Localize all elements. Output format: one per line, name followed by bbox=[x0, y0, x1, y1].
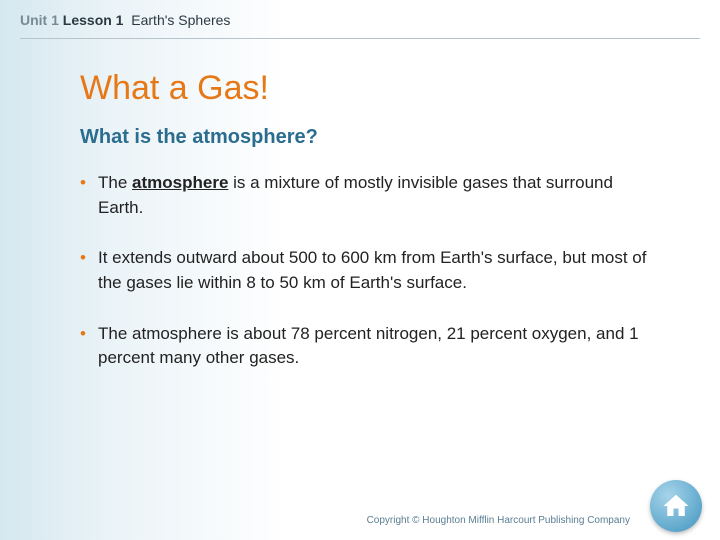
slide-content: What a Gas! What is the atmosphere? The … bbox=[0, 39, 720, 371]
page-title: What a Gas! bbox=[80, 69, 660, 108]
bullet-text-pre: The bbox=[98, 173, 132, 192]
lesson-label: Lesson 1 bbox=[63, 12, 124, 28]
bullet-keyword: atmosphere bbox=[132, 173, 228, 192]
home-icon bbox=[661, 491, 691, 521]
page-subtitle: What is the atmosphere? bbox=[80, 126, 660, 149]
unit-label: Unit 1 bbox=[20, 12, 59, 28]
bullet-text-pre: It extends outward about 500 to 600 km f… bbox=[98, 248, 646, 292]
bullet-list: The atmosphere is a mixture of mostly in… bbox=[80, 171, 660, 371]
copyright-footer: Copyright © Houghton Mifflin Harcourt Pu… bbox=[367, 515, 630, 526]
slide-header: Unit 1 Lesson 1 Earth's Spheres bbox=[0, 0, 720, 38]
list-item: The atmosphere is about 78 percent nitro… bbox=[80, 322, 660, 371]
home-button[interactable] bbox=[650, 480, 702, 532]
list-item: The atmosphere is a mixture of mostly in… bbox=[80, 171, 660, 220]
lesson-title: Earth's Spheres bbox=[131, 12, 230, 28]
list-item: It extends outward about 500 to 600 km f… bbox=[80, 246, 660, 295]
bullet-text-pre: The atmosphere is about 78 percent nitro… bbox=[98, 324, 639, 368]
